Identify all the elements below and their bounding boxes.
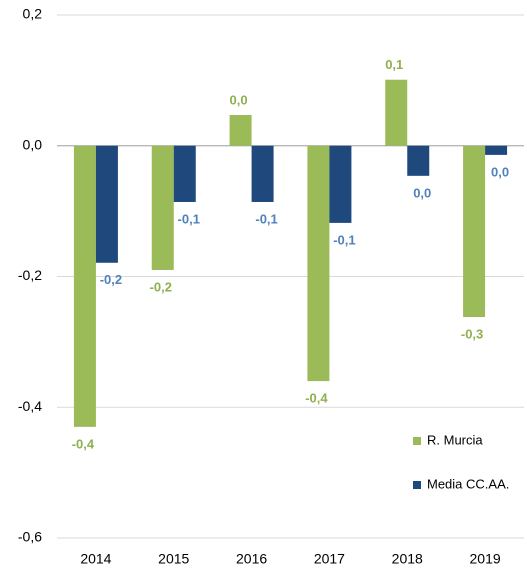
legend-swatch bbox=[413, 437, 421, 445]
bar bbox=[407, 145, 430, 176]
value-label: -0,1 bbox=[255, 211, 277, 226]
value-label: -0,4 bbox=[72, 436, 95, 451]
bar bbox=[463, 145, 486, 318]
legend-swatch bbox=[413, 481, 421, 489]
x-tick-label: 2019 bbox=[470, 551, 501, 567]
y-tick-label: -0,6 bbox=[18, 529, 42, 545]
bar bbox=[385, 79, 408, 146]
bar bbox=[329, 145, 352, 223]
y-tick-label: 0,2 bbox=[23, 6, 43, 22]
bar bbox=[73, 145, 96, 427]
bar bbox=[307, 145, 330, 382]
value-label: -0,3 bbox=[461, 326, 483, 341]
x-tick-label: 2015 bbox=[158, 551, 189, 567]
y-tick-label: 0,0 bbox=[23, 136, 43, 152]
value-label: 0,0 bbox=[491, 164, 509, 179]
bar bbox=[173, 145, 196, 202]
y-tick-label: -0,4 bbox=[18, 398, 42, 414]
bar bbox=[229, 115, 252, 146]
bar bbox=[251, 145, 274, 202]
x-tick-label: 2016 bbox=[236, 551, 267, 567]
value-label: -0,1 bbox=[333, 232, 355, 247]
legend-label: Media CC.AA. bbox=[427, 476, 509, 491]
value-label: -0,2 bbox=[150, 279, 172, 294]
x-tick-label: 2018 bbox=[392, 551, 423, 567]
value-label: -0,2 bbox=[100, 272, 122, 287]
value-label: -0,1 bbox=[178, 211, 200, 226]
bar bbox=[485, 145, 508, 155]
x-tick-label: 2017 bbox=[314, 551, 345, 567]
value-label: 0,1 bbox=[385, 57, 403, 72]
bar bbox=[151, 145, 174, 270]
value-label: -0,4 bbox=[305, 391, 328, 406]
value-label: 0,0 bbox=[413, 185, 431, 200]
x-tick-label: 2014 bbox=[80, 551, 111, 567]
legend-label: R. Murcia bbox=[427, 432, 483, 447]
value-label: 0,0 bbox=[230, 92, 248, 107]
bar bbox=[95, 145, 118, 263]
y-tick-label: -0,2 bbox=[18, 267, 42, 283]
